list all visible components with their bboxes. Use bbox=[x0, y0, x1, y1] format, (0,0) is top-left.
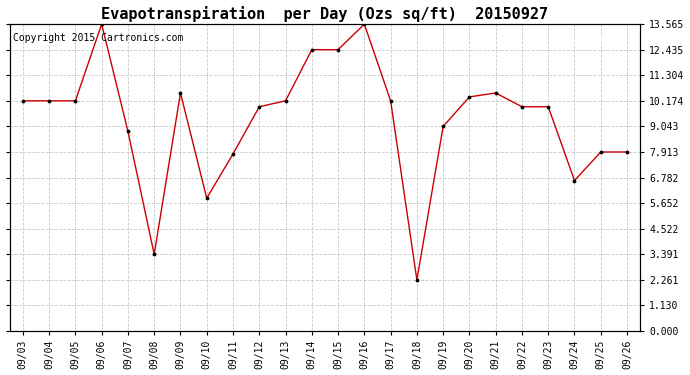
Title: Evapotranspiration  per Day (Ozs sq/ft)  20150927: Evapotranspiration per Day (Ozs sq/ft) 2… bbox=[101, 6, 549, 21]
Text: Copyright 2015 Cartronics.com: Copyright 2015 Cartronics.com bbox=[13, 33, 184, 44]
